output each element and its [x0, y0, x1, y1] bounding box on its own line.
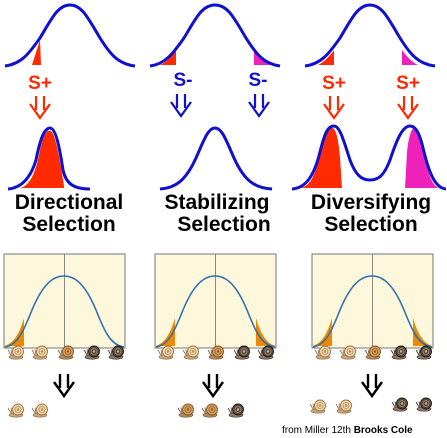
snail-icon	[31, 403, 48, 418]
credit-source: from Miller 12th	[282, 425, 351, 436]
directional-left-label: S+	[28, 73, 52, 94]
diversifying-title-line2: Selection	[324, 213, 418, 236]
diversifying-panel	[311, 253, 434, 349]
diversifying-left-label: S+	[322, 73, 346, 94]
stabilizing-result-curve	[159, 126, 273, 191]
stabilizing-right-arrow-icon	[247, 92, 271, 118]
diversifying-right-label: S+	[396, 73, 420, 94]
snail-icon	[177, 403, 194, 418]
stabilizing-right-label: S-	[249, 70, 268, 91]
snail-icon	[309, 399, 326, 414]
stabilizing-top-curve	[149, 3, 281, 68]
diversifying-left-arrow-icon	[322, 94, 346, 120]
diversifying-title-line1: Diversifying	[310, 191, 432, 214]
diversifying-result-curve	[291, 124, 447, 191]
directional-arrow-icon	[28, 94, 52, 120]
directional-result-snails	[7, 403, 48, 418]
directional-result-curve	[7, 126, 91, 191]
stabilizing-left-label: S-	[174, 70, 193, 91]
stabilizing-panel	[154, 253, 277, 349]
stabilizing-title-line1: Stabilizing	[164, 191, 270, 214]
snail-icon	[201, 403, 218, 418]
stabilizing-result-arrow-icon	[201, 372, 225, 398]
stabilizing-left-arrow-icon	[169, 92, 193, 118]
directional-panel	[3, 253, 126, 349]
credit-publisher: Brooks Cole	[353, 425, 413, 436]
diversifying-right-arrow-icon	[396, 94, 420, 120]
source-credit: from Miller 12th Brooks Cole	[282, 425, 413, 436]
directional-title-line1: Directional	[14, 191, 124, 214]
directional-title: Directional Selection	[4, 192, 134, 236]
directional-result-arrow-icon	[52, 372, 76, 398]
diversifying-result-snails	[309, 397, 432, 414]
snail-icon	[7, 403, 24, 418]
stabilizing-result-snails	[177, 403, 244, 418]
directional-title-line2: Selection	[22, 213, 116, 236]
stabilizing-title: Stabilizing Selection	[152, 192, 282, 236]
snail-icon	[335, 399, 352, 414]
diversifying-title: Diversifying Selection	[298, 192, 444, 236]
snail-icon	[415, 397, 432, 412]
snail-icon	[391, 397, 408, 412]
diversifying-result-arrow-icon	[360, 372, 384, 398]
diversifying-top-curve	[304, 3, 436, 68]
directional-top-curve	[4, 3, 136, 68]
stabilizing-title-line2: Selection	[177, 213, 271, 236]
snail-icon	[227, 403, 244, 418]
